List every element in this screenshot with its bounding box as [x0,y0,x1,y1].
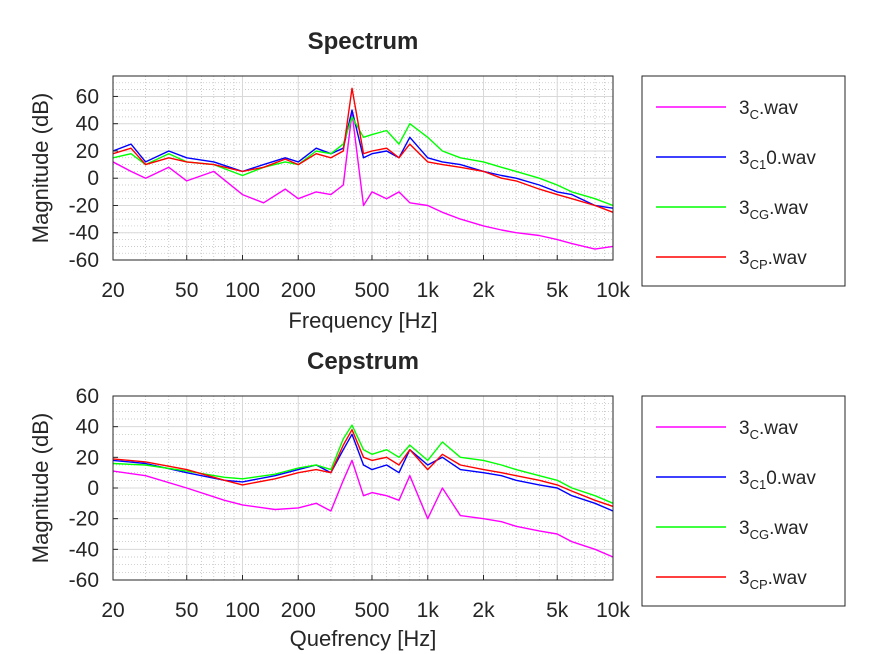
spectrum-x-tick-label: 200 [281,279,316,302]
spectrum-title: Spectrum [308,28,419,55]
cepstrum-x-tick-label: 200 [281,599,316,622]
spectrum-chart: Spectrum Frequency [Hz] Magnitude (dB) 2… [28,28,846,333]
cepstrum-legend-label: 3C.wav [739,418,799,442]
spectrum-x-tick-label: 20 [101,279,124,302]
cepstrum-x-tick-label: 2k [472,599,495,622]
spectrum-x-tick-label: 50 [175,279,198,302]
spectrum-x-tick-label: 2k [472,279,495,302]
spectrum-series-line-0 [113,112,613,250]
spectrum-y-tick-label: -20 [69,194,99,217]
spectrum-x-tick-label: 1k [417,279,440,302]
cepstrum-series-group [113,424,613,558]
spectrum-legend-item: 3CP.wav [656,248,807,272]
cepstrum-legend-label: 3CP.wav [739,568,807,592]
cepstrum-x-tick-label: 100 [225,599,260,622]
spectrum-y-tick-label: 60 [76,85,99,108]
cepstrum-title: Cepstrum [307,348,419,375]
cepstrum-x-tick-label: 10k [596,599,630,622]
spectrum-y-tick-label: -40 [69,222,99,245]
spectrum-legend-box [641,75,846,287]
spectrum-legend: 3C.wav 3C10.wav 3CG.wav 3CP.wav [641,75,846,287]
cepstrum-y-tick-label: -40 [69,538,99,561]
cepstrum-series-line-2 [113,424,613,504]
cepstrum-legend-item: 3CG.wav [656,518,809,542]
cepstrum-y-tick-label: -60 [69,569,99,592]
cepstrum-legend-label: 3C10.wav [739,468,816,492]
spectrum-series-group [113,87,613,250]
spectrum-x-tick-label: 10k [596,279,630,302]
spectrum-legend-label: 3C.wav [739,98,799,122]
cepstrum-x-tick-label: 20 [101,599,124,622]
cepstrum-y-tick-label: 20 [76,446,99,469]
cepstrum-legend-item: 3C10.wav [656,468,816,492]
spectrum-y-tick-label: 0 [87,167,99,190]
cepstrum-x-axis-label: Quefrency [Hz] [290,626,437,651]
cepstrum-y-axis-label: Magnitude (dB) [28,413,53,563]
cepstrum-legend-item: 3C.wav [656,418,799,442]
spectrum-y-tick-label: 40 [76,113,99,136]
cepstrum-y-tick-label: 40 [76,416,99,439]
cepstrum-x-tick-label: 50 [175,599,198,622]
cepstrum-legend-label: 3CG.wav [739,518,809,542]
spectrum-legend-item: 3C10.wav [656,148,816,172]
cepstrum-x-tick-label: 5k [546,599,569,622]
cepstrum-y-tick-label: 60 [76,385,99,408]
spectrum-legend-label: 3CP.wav [739,248,807,272]
spectrum-legend-item: 3CG.wav [656,198,809,222]
spectrum-x-tick-label: 500 [354,279,389,302]
spectrum-x-tick-label: 100 [225,279,260,302]
spectrum-y-tick-label: 20 [76,140,99,163]
cepstrum-series-line-1 [113,433,613,512]
spectrum-series-line-1 [113,109,613,209]
cepstrum-series-line-3 [113,429,613,508]
cepstrum-legend-box [641,395,846,607]
spectrum-legend-item: 3C.wav [656,98,799,122]
cepstrum-y-tick-label: -20 [69,508,99,531]
spectrum-x-axis-label: Frequency [Hz] [288,308,437,333]
spectrum-legend-label: 3CG.wav [739,198,809,222]
spectrum-legend-label: 3C10.wav [739,148,816,172]
cepstrum-y-tick-label: 0 [87,477,99,500]
spectrum-y-axis-label: Magnitude (dB) [28,93,53,243]
spectrum-plot-area [113,76,613,260]
spectrum-axes-box [112,75,614,261]
cepstrum-chart: Cepstrum Quefrency [Hz] Magnitude (dB) 2… [28,348,846,651]
spectrum-x-tick-label: 5k [546,279,569,302]
cepstrum-legend-item: 3CP.wav [656,568,807,592]
cepstrum-legend: 3C.wav 3C10.wav 3CG.wav 3CP.wav [641,395,846,607]
cepstrum-x-tick-label: 1k [417,599,440,622]
cepstrum-series-line-0 [113,459,613,558]
spectrum-y-tick-label: -60 [69,249,99,272]
cepstrum-x-tick-label: 500 [354,599,389,622]
spectrum-series-line-3 [113,87,613,213]
